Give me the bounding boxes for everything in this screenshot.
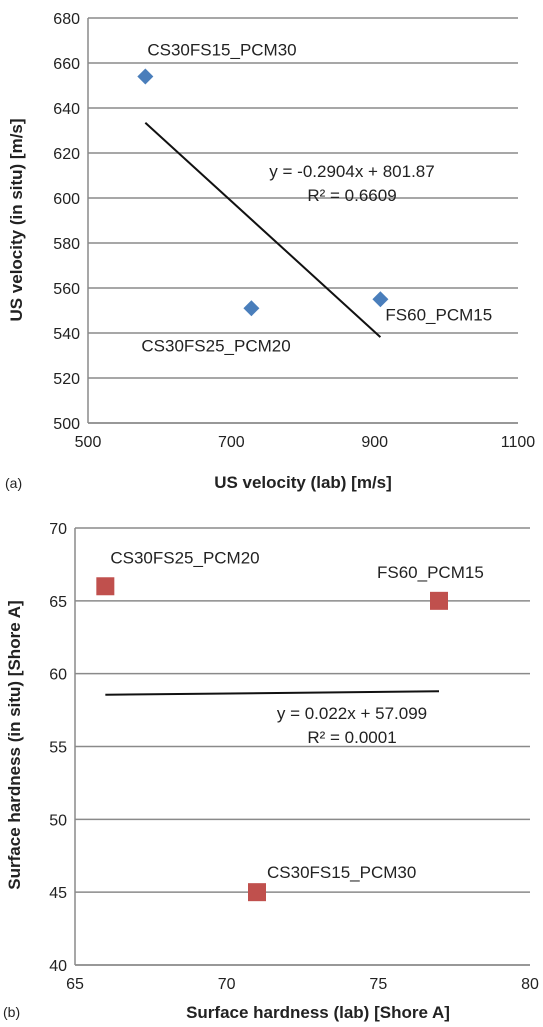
data-point-label: CS30FS25_PCM20 [141, 336, 290, 355]
trendline-equation: y = 0.022x + 57.099 [277, 704, 427, 723]
chart-b: 40 45 50 55 60 65 70 65 70 75 80 Surface hardness (… [3, 521, 539, 1022]
y-tick-label: 520 [53, 371, 80, 388]
y-tick-label: 560 [53, 281, 80, 298]
y-tick-label: 600 [53, 191, 80, 208]
y-tick-label: 50 [49, 812, 67, 829]
x-tick-label: 80 [521, 976, 539, 993]
data-point-square [96, 577, 115, 596]
y-axis-title: Surface hardness (in situ) [Shore A] [5, 600, 24, 889]
trendline-equation: y = -0.2904x + 801.87 [269, 162, 434, 181]
panel-tag: (b) [3, 1004, 20, 1020]
x-tick-label: 700 [218, 434, 245, 451]
trendline [105, 690, 440, 696]
x-tick-label: 65 [66, 976, 84, 993]
data-point-label: FS60_PCM15 [377, 563, 484, 582]
trendline [144, 122, 382, 338]
x-tick-label: 500 [75, 434, 102, 451]
x-tick-label: 70 [218, 976, 236, 993]
data-point-diamond [243, 300, 260, 317]
data-point-square [248, 883, 266, 902]
y-tick-label: 55 [49, 740, 67, 757]
x-axis-title: US velocity (lab) [m/s] [214, 473, 392, 492]
x-axis-title: Surface hardness (lab) [Shore A] [186, 1003, 450, 1022]
y-tick-label: 40 [49, 958, 67, 975]
y-axis-title: US velocity (in situ) [m/s] [7, 118, 26, 321]
panel-tag: (a) [5, 475, 22, 491]
y-tick-label: 45 [49, 885, 67, 902]
y-tick-label: 70 [49, 521, 67, 538]
data-point-label: CS30FS15_PCM30 [147, 41, 296, 60]
y-tick-label: 640 [53, 101, 80, 118]
y-tick-label: 500 [53, 416, 80, 433]
y-tick-label: 60 [49, 667, 67, 684]
x-tick-label: 1100 [501, 434, 536, 451]
data-point-diamond [137, 68, 154, 85]
y-tick-label: 660 [53, 56, 80, 73]
y-tick-label: 65 [49, 594, 67, 611]
y-tick-label: 620 [53, 146, 80, 163]
trendline-r2: R² = 0.6609 [307, 186, 396, 205]
x-tick-label: 900 [361, 434, 388, 451]
data-point-label: CS30FS15_PCM30 [267, 863, 416, 882]
x-tick-label: 75 [369, 976, 387, 993]
data-point-label: FS60_PCM15 [385, 305, 492, 324]
data-point-square [430, 591, 448, 610]
y-tick-label: 580 [53, 236, 80, 253]
y-tick-label: 540 [53, 326, 80, 343]
data-point-label: CS30FS25_PCM20 [110, 548, 259, 567]
chart-a: 500 520 540 560 580 600 620 640 660 680 500 700 900 1… [5, 11, 535, 492]
y-tick-label: 680 [53, 11, 80, 28]
data-point-diamond [372, 291, 389, 308]
trendline-r2: R² = 0.0001 [307, 728, 396, 747]
